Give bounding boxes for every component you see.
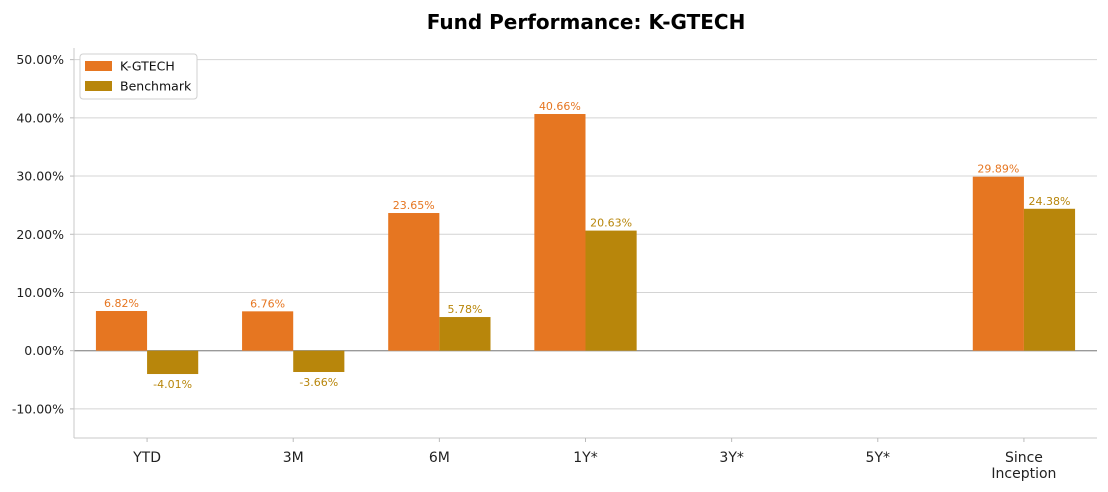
x-tick-label: 3M bbox=[283, 450, 304, 466]
x-tick-label: 1Y* bbox=[573, 450, 597, 466]
chart-title: Fund Performance: K-GTECH bbox=[427, 10, 746, 34]
bar-benchmark bbox=[1023, 208, 1076, 351]
y-tick-label: 30.00% bbox=[16, 169, 64, 184]
bar-benchmark bbox=[293, 350, 345, 372]
x-tick-label: 3Y* bbox=[719, 450, 743, 466]
data-label: 23.65% bbox=[393, 199, 435, 212]
data-label: 6.76% bbox=[250, 297, 285, 310]
legend-label: K-GTECH bbox=[120, 59, 175, 74]
bars bbox=[95, 114, 1076, 375]
bar-k-gtech bbox=[534, 114, 586, 351]
bar-benchmark bbox=[439, 317, 491, 351]
data-label: -4.01% bbox=[153, 378, 192, 391]
data-labels: 6.82% -4.01% 6.76% -3.66% 23.65% 5.78% 40.66% 2… bbox=[104, 100, 1070, 391]
bar-benchmark bbox=[147, 350, 199, 375]
data-label: 24.38% bbox=[1029, 195, 1071, 208]
legend-label: Benchmark bbox=[120, 79, 192, 94]
axes: -10.00% 0.00% 10.00% 20.00% 30.00% 40.00% 50.0… bbox=[12, 48, 1097, 482]
y-tick-label: 40.00% bbox=[16, 110, 64, 125]
x-tick-label: 5Y* bbox=[866, 450, 890, 466]
data-label: 20.63% bbox=[590, 217, 632, 230]
x-tick-label: YTD bbox=[132, 450, 161, 466]
data-label: 29.89% bbox=[977, 163, 1019, 176]
bar-benchmark bbox=[585, 230, 637, 351]
legend: K-GTECH Benchmark bbox=[79, 53, 198, 100]
y-tick-label: 20.00% bbox=[16, 227, 64, 242]
bar-k-gtech bbox=[242, 311, 294, 351]
data-label: 5.78% bbox=[447, 303, 482, 316]
bar-k-gtech bbox=[388, 213, 440, 351]
data-label: 6.82% bbox=[104, 297, 139, 310]
y-tick-label: 10.00% bbox=[16, 285, 64, 300]
x-tick-label: Since Inception bbox=[991, 450, 1056, 482]
y-tick-label: -10.00% bbox=[12, 401, 64, 416]
legend-swatch bbox=[85, 81, 112, 91]
bar-k-gtech bbox=[95, 310, 148, 351]
bar-k-gtech bbox=[972, 176, 1024, 351]
y-tick-label: 50.00% bbox=[16, 52, 64, 67]
y-tick-label: 0.00% bbox=[24, 343, 64, 358]
data-label: 40.66% bbox=[539, 100, 581, 113]
legend-swatch bbox=[85, 61, 112, 71]
data-label: -3.66% bbox=[299, 376, 338, 389]
x-tick-label: 6M bbox=[429, 450, 450, 466]
